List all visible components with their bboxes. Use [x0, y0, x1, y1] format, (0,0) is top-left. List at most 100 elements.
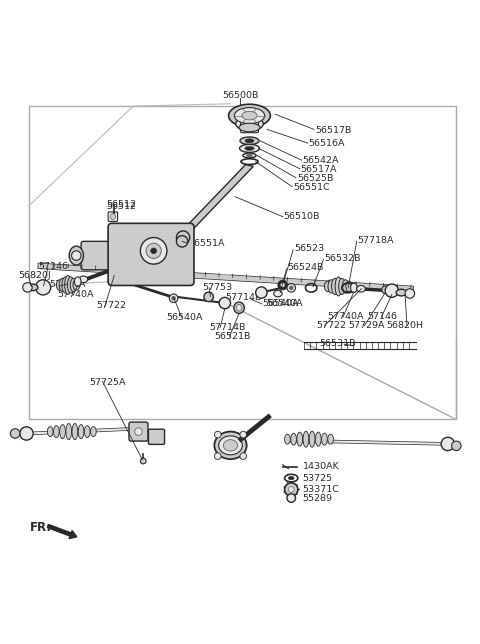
Ellipse shape — [309, 431, 315, 447]
Ellipse shape — [236, 117, 263, 131]
Text: 53725: 53725 — [302, 473, 333, 482]
FancyBboxPatch shape — [81, 242, 121, 270]
Text: 56517B: 56517B — [315, 126, 351, 135]
Circle shape — [215, 431, 221, 438]
Ellipse shape — [65, 276, 72, 294]
Ellipse shape — [287, 283, 296, 292]
Circle shape — [23, 283, 32, 292]
Circle shape — [177, 236, 188, 247]
Ellipse shape — [73, 279, 80, 290]
Ellipse shape — [223, 440, 238, 451]
Text: 57729A: 57729A — [49, 281, 86, 290]
Ellipse shape — [335, 277, 342, 296]
Text: 56517A: 56517A — [301, 165, 337, 174]
Circle shape — [177, 231, 190, 244]
Polygon shape — [179, 164, 253, 236]
Ellipse shape — [396, 289, 407, 296]
Text: 56532B: 56532B — [324, 254, 361, 263]
Text: 56521B: 56521B — [214, 332, 250, 341]
Ellipse shape — [91, 426, 96, 437]
Circle shape — [219, 298, 230, 308]
Circle shape — [405, 289, 415, 298]
Ellipse shape — [27, 284, 38, 290]
Ellipse shape — [215, 431, 247, 459]
Circle shape — [140, 238, 167, 264]
Circle shape — [20, 427, 33, 440]
Text: 56510B: 56510B — [284, 212, 320, 221]
Text: 57146: 57146 — [38, 263, 68, 272]
Circle shape — [204, 292, 214, 301]
Ellipse shape — [62, 277, 69, 293]
Ellipse shape — [245, 146, 254, 151]
Ellipse shape — [69, 246, 84, 265]
Text: 57714B: 57714B — [209, 323, 246, 332]
Ellipse shape — [240, 137, 259, 144]
Ellipse shape — [291, 433, 297, 445]
Text: 56551C: 56551C — [293, 183, 330, 192]
Text: 56512: 56512 — [106, 200, 136, 209]
Circle shape — [285, 483, 298, 496]
Ellipse shape — [79, 276, 88, 283]
Circle shape — [256, 287, 267, 298]
Ellipse shape — [56, 279, 63, 290]
Ellipse shape — [243, 153, 256, 158]
Text: 56516A: 56516A — [309, 139, 345, 148]
Ellipse shape — [285, 434, 290, 444]
Text: 57718A: 57718A — [358, 236, 394, 245]
Text: 56820J: 56820J — [18, 272, 51, 281]
Text: 56500B: 56500B — [222, 91, 258, 100]
Circle shape — [385, 284, 398, 298]
Circle shape — [240, 453, 247, 459]
Ellipse shape — [74, 277, 81, 287]
Ellipse shape — [172, 296, 176, 300]
Ellipse shape — [70, 278, 77, 292]
Circle shape — [36, 279, 51, 295]
Circle shape — [452, 441, 461, 451]
Circle shape — [441, 437, 455, 451]
Ellipse shape — [219, 436, 242, 455]
Circle shape — [288, 487, 294, 492]
Ellipse shape — [324, 281, 331, 292]
Ellipse shape — [288, 477, 294, 480]
Text: 56524B: 56524B — [288, 263, 324, 272]
Text: 57722: 57722 — [96, 301, 127, 310]
Ellipse shape — [350, 283, 357, 292]
Circle shape — [151, 248, 156, 254]
FancyArrow shape — [47, 524, 77, 538]
Circle shape — [135, 428, 142, 435]
Text: 56551A: 56551A — [189, 239, 225, 248]
FancyBboxPatch shape — [108, 212, 118, 222]
Ellipse shape — [169, 294, 178, 303]
Circle shape — [140, 458, 146, 464]
Text: 57740A: 57740A — [328, 312, 364, 321]
FancyBboxPatch shape — [108, 223, 194, 285]
Ellipse shape — [78, 424, 84, 439]
Ellipse shape — [72, 424, 78, 440]
Ellipse shape — [274, 290, 282, 297]
Ellipse shape — [289, 286, 293, 290]
Circle shape — [146, 243, 161, 258]
Circle shape — [11, 429, 20, 438]
Ellipse shape — [322, 433, 327, 445]
Ellipse shape — [245, 139, 254, 143]
Ellipse shape — [332, 278, 338, 294]
Text: 57740A: 57740A — [57, 290, 94, 299]
Ellipse shape — [247, 155, 252, 156]
Ellipse shape — [239, 123, 260, 132]
Text: 56531B: 56531B — [320, 339, 356, 348]
Ellipse shape — [234, 108, 264, 124]
Ellipse shape — [60, 424, 65, 439]
Text: FR.: FR. — [30, 521, 52, 534]
Circle shape — [281, 283, 285, 287]
Ellipse shape — [328, 279, 335, 293]
Ellipse shape — [240, 144, 260, 153]
Text: 57729A: 57729A — [348, 321, 384, 330]
Text: 56540A: 56540A — [167, 313, 203, 322]
Text: 56540A: 56540A — [266, 299, 302, 308]
Ellipse shape — [54, 426, 59, 437]
Ellipse shape — [315, 432, 321, 446]
Text: 56525B: 56525B — [297, 174, 333, 183]
Circle shape — [278, 280, 288, 290]
Ellipse shape — [342, 279, 349, 293]
Ellipse shape — [66, 424, 72, 440]
